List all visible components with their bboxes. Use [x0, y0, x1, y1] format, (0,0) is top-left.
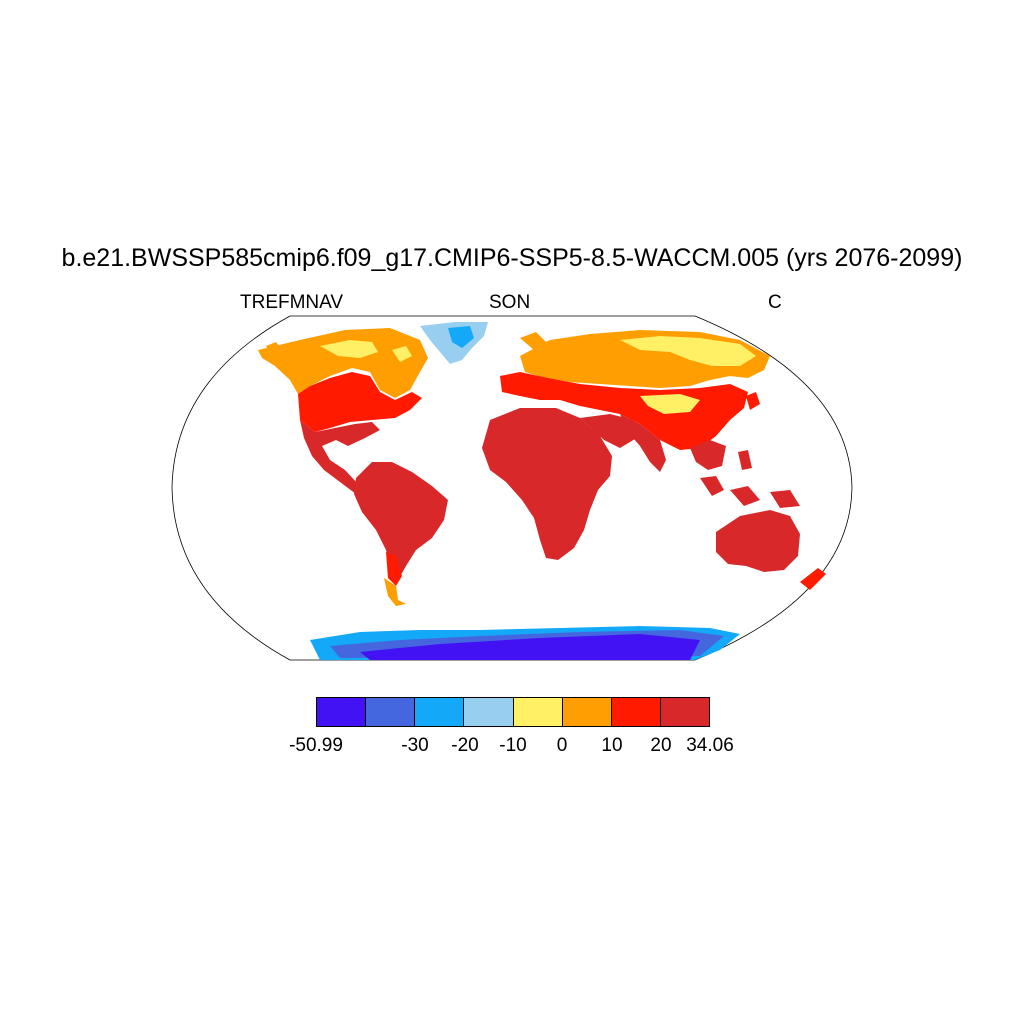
colorbar-tick-label: -10 — [499, 735, 527, 756]
season-label: SON — [489, 292, 531, 313]
greenland — [420, 322, 488, 364]
colorbar-tick-label: 10 — [601, 735, 623, 756]
colorbar-tick-label: 20 — [650, 735, 672, 756]
north-america — [258, 328, 428, 494]
colorbar-box — [513, 698, 563, 726]
colorbar-tick-label: -20 — [451, 735, 479, 756]
colorbar-box — [317, 698, 367, 726]
eurasia — [500, 330, 770, 472]
colorbar — [316, 697, 710, 727]
south-america — [354, 462, 448, 606]
colorbar-box — [464, 698, 514, 726]
colorbar-box — [366, 698, 416, 726]
colorbar-box — [660, 698, 709, 726]
map-title: b.e21.BWSSP585cmip6.f09_g17.CMIP6-SSP5-8… — [61, 244, 963, 272]
antarctica — [310, 626, 740, 660]
colorbar-tick-label: 0 — [556, 735, 568, 756]
maritime-asia — [700, 450, 800, 508]
colorbar-box — [415, 698, 465, 726]
colorbar-tick-label: -30 — [401, 735, 429, 756]
colorbar-tick-label: 34.06 — [686, 735, 734, 756]
africa — [482, 408, 640, 560]
australia — [716, 510, 826, 590]
variable-label: TREFMNAV — [240, 292, 344, 313]
colorbar-box — [562, 698, 612, 726]
colorbar-tick-label: -50.99 — [289, 735, 343, 756]
colorbar-box — [611, 698, 661, 726]
units-label: C — [768, 292, 782, 313]
